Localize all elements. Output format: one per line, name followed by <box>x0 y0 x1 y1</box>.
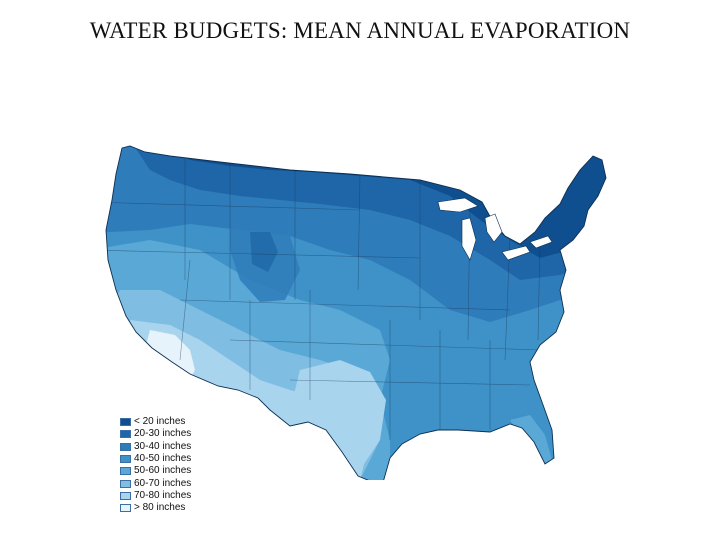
legend-swatch <box>120 418 131 427</box>
legend-label: < 20 inches <box>134 416 186 428</box>
legend-swatch <box>120 467 131 476</box>
us-outline <box>105 145 607 480</box>
legend-item: 60-70 inches <box>120 477 191 489</box>
legend-item: 30-40 inches <box>120 441 191 453</box>
legend-label: 60-70 inches <box>134 477 192 489</box>
state-borders <box>106 150 541 440</box>
legend-item: 50-60 inches <box>120 465 191 477</box>
legend-swatch <box>120 442 131 451</box>
legend-swatch <box>120 504 131 513</box>
legend-label: 70-80 inches <box>134 489 192 501</box>
legend-label: 40-50 inches <box>134 453 192 465</box>
legend-item: 20-30 inches <box>120 428 191 440</box>
legend-swatch <box>120 479 131 488</box>
legend-item: 70-80 inches <box>120 490 191 502</box>
legend-swatch <box>120 430 131 439</box>
us-evaporation-map <box>105 145 607 480</box>
legend-item: 40-50 inches <box>120 453 191 465</box>
legend-label: 30-40 inches <box>134 440 192 452</box>
legend-item: > 80 inches <box>120 502 191 514</box>
great-lakes <box>437 197 553 261</box>
legend-item: < 20 inches <box>120 416 191 428</box>
legend: < 20 inches 20-30 inches 30-40 inches 40… <box>120 416 191 514</box>
legend-label: 50-60 inches <box>134 465 192 477</box>
legend-swatch <box>120 491 131 500</box>
legend-label: 20-30 inches <box>134 428 192 440</box>
legend-label: > 80 inches <box>134 502 186 514</box>
legend-swatch <box>120 455 131 464</box>
page-title: WATER BUDGETS: MEAN ANNUAL EVAPORATION <box>89 18 631 43</box>
